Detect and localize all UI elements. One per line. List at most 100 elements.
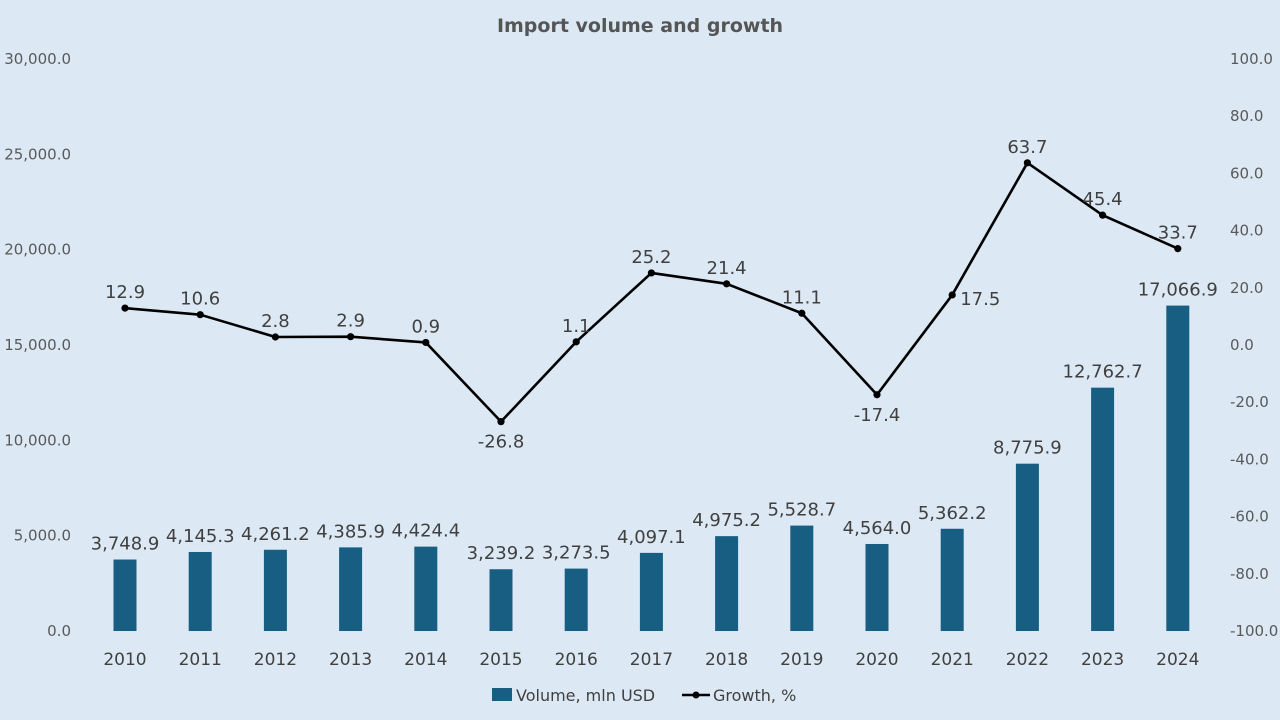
growth-point xyxy=(121,304,129,312)
legend-volume-swatch xyxy=(492,688,512,701)
x-axis-ticks: 2010 2011 2012 2013 2014 2015 2016 2017 2018 2019… xyxy=(103,650,1199,670)
x-axis-tick-label: 2011 xyxy=(179,650,222,670)
right-axis-tick-label: 20.0 xyxy=(1230,279,1263,297)
volume-data-label: 4,145.3 xyxy=(166,526,235,547)
volume-data-label: 4,424.4 xyxy=(391,521,460,542)
x-axis-tick-label: 2023 xyxy=(1081,650,1124,670)
legend: Volume, mln USD Growth, % xyxy=(492,686,796,705)
volume-bar xyxy=(113,559,137,631)
chart-title: Import volume and growth xyxy=(497,15,783,37)
growth-data-labels: 12.9 10.6 2.8 2.9 0.9 -26.8 1.1 25.2 21.4 11.1 -17… xyxy=(105,137,1198,453)
volume-data-label: 5,362.2 xyxy=(918,503,987,524)
legend-growth-label: Growth, % xyxy=(713,686,796,705)
volume-bar xyxy=(1091,387,1115,631)
volume-bar xyxy=(188,551,212,631)
right-axis-tick-label: -80.0 xyxy=(1230,565,1269,583)
volume-data-label: 8,775.9 xyxy=(993,438,1062,459)
left-axis-ticks: 0.0 5,000.0 10,000.0 15,000.0 20,000.0 25,000… xyxy=(4,50,71,640)
right-axis-tick-label: 0.0 xyxy=(1230,336,1254,354)
volume-bar xyxy=(414,546,438,631)
volume-bar xyxy=(715,536,739,631)
volume-bar xyxy=(489,569,513,631)
growth-point xyxy=(1023,159,1031,167)
x-axis-tick-label: 2021 xyxy=(931,650,974,670)
x-axis-tick-label: 2012 xyxy=(254,650,297,670)
volume-data-labels: 3,748.9 4,145.3 4,261.2 4,385.9 4,424.4 3,239… xyxy=(91,280,1218,565)
volume-data-label: 4,385.9 xyxy=(316,521,385,542)
x-axis-tick-label: 2015 xyxy=(479,650,522,670)
growth-point xyxy=(347,333,355,341)
right-axis-tick-label: 100.0 xyxy=(1230,50,1273,68)
volume-data-label: 5,528.7 xyxy=(767,500,836,521)
volume-bar xyxy=(865,543,889,631)
left-axis-tick-label: 10,000.0 xyxy=(4,431,71,449)
x-axis-tick-label: 2018 xyxy=(705,650,748,670)
x-axis-tick-label: 2014 xyxy=(404,650,447,670)
x-axis-tick-label: 2024 xyxy=(1156,650,1199,670)
volume-data-label: 3,239.2 xyxy=(467,543,536,564)
x-axis-tick-label: 2010 xyxy=(103,650,146,670)
right-axis-tick-label: -60.0 xyxy=(1230,508,1269,526)
x-axis-tick-label: 2016 xyxy=(555,650,598,670)
left-axis-tick-label: 25,000.0 xyxy=(4,145,71,163)
growth-point xyxy=(1174,245,1182,253)
growth-data-label: -17.4 xyxy=(854,405,901,426)
growth-point xyxy=(422,338,430,347)
x-axis-tick-label: 2017 xyxy=(630,650,673,670)
volume-data-label: 3,748.9 xyxy=(91,534,160,555)
growth-data-label: 2.9 xyxy=(336,311,365,332)
right-axis-tick-label: 80.0 xyxy=(1230,107,1263,125)
volume-data-label: 4,261.2 xyxy=(241,524,310,545)
growth-data-label: 1.1 xyxy=(562,316,591,337)
left-axis-tick-label: 5,000.0 xyxy=(14,527,71,545)
growth-point xyxy=(798,309,806,317)
right-axis-tick-label: -40.0 xyxy=(1230,450,1269,468)
volume-data-label: 3,273.5 xyxy=(542,543,611,564)
volume-bar xyxy=(1015,463,1039,631)
right-axis-tick-label: 40.0 xyxy=(1230,222,1263,240)
growth-line-group xyxy=(121,159,1182,426)
growth-point xyxy=(647,269,656,277)
growth-data-label: 0.9 xyxy=(411,316,440,337)
volume-bar xyxy=(639,552,663,631)
growth-point xyxy=(196,311,204,319)
left-axis-tick-label: 15,000.0 xyxy=(4,336,71,354)
volume-bar xyxy=(940,528,964,631)
volume-data-label: 4,564.0 xyxy=(843,518,912,539)
growth-point xyxy=(1099,211,1107,219)
growth-point xyxy=(572,338,580,346)
growth-data-label: 12.9 xyxy=(105,282,145,303)
volume-bar xyxy=(564,568,588,631)
x-axis-tick-label: 2019 xyxy=(780,650,823,670)
growth-point xyxy=(497,418,505,426)
x-axis-tick-label: 2013 xyxy=(329,650,372,670)
right-axis-tick-label: -100.0 xyxy=(1230,622,1278,640)
growth-point xyxy=(271,333,279,341)
left-axis-tick-label: 0.0 xyxy=(47,622,71,640)
legend-growth-marker xyxy=(692,691,700,699)
volume-data-label: 12,762.7 xyxy=(1063,362,1143,383)
volume-bar xyxy=(339,547,363,631)
growth-data-label: 33.7 xyxy=(1158,223,1198,244)
growth-data-label: 21.4 xyxy=(707,258,747,279)
growth-data-label: 2.8 xyxy=(261,311,290,332)
volume-data-label: 17,066.9 xyxy=(1138,280,1218,301)
growth-point xyxy=(873,391,881,399)
left-axis-tick-label: 20,000.0 xyxy=(4,241,71,259)
volume-data-label: 4,975.2 xyxy=(692,510,761,531)
growth-data-label: 25.2 xyxy=(631,247,671,268)
x-axis-tick-label: 2020 xyxy=(855,650,898,670)
growth-data-label: 17.5 xyxy=(960,289,1000,310)
left-axis-tick-label: 30,000.0 xyxy=(4,50,71,68)
growth-point xyxy=(948,291,956,299)
x-axis-tick-label: 2022 xyxy=(1006,650,1049,670)
legend-volume-label: Volume, mln USD xyxy=(516,686,655,705)
volume-bar xyxy=(263,549,287,631)
growth-point xyxy=(723,280,731,288)
growth-data-label: -26.8 xyxy=(478,432,525,453)
volume-data-label: 4,097.1 xyxy=(617,527,686,548)
right-axis-tick-label: 60.0 xyxy=(1230,164,1263,182)
right-axis-ticks: -100.0 -80.0 -60.0 -40.0 -20.0 0.0 20.0 40.0 60.… xyxy=(1230,50,1278,640)
